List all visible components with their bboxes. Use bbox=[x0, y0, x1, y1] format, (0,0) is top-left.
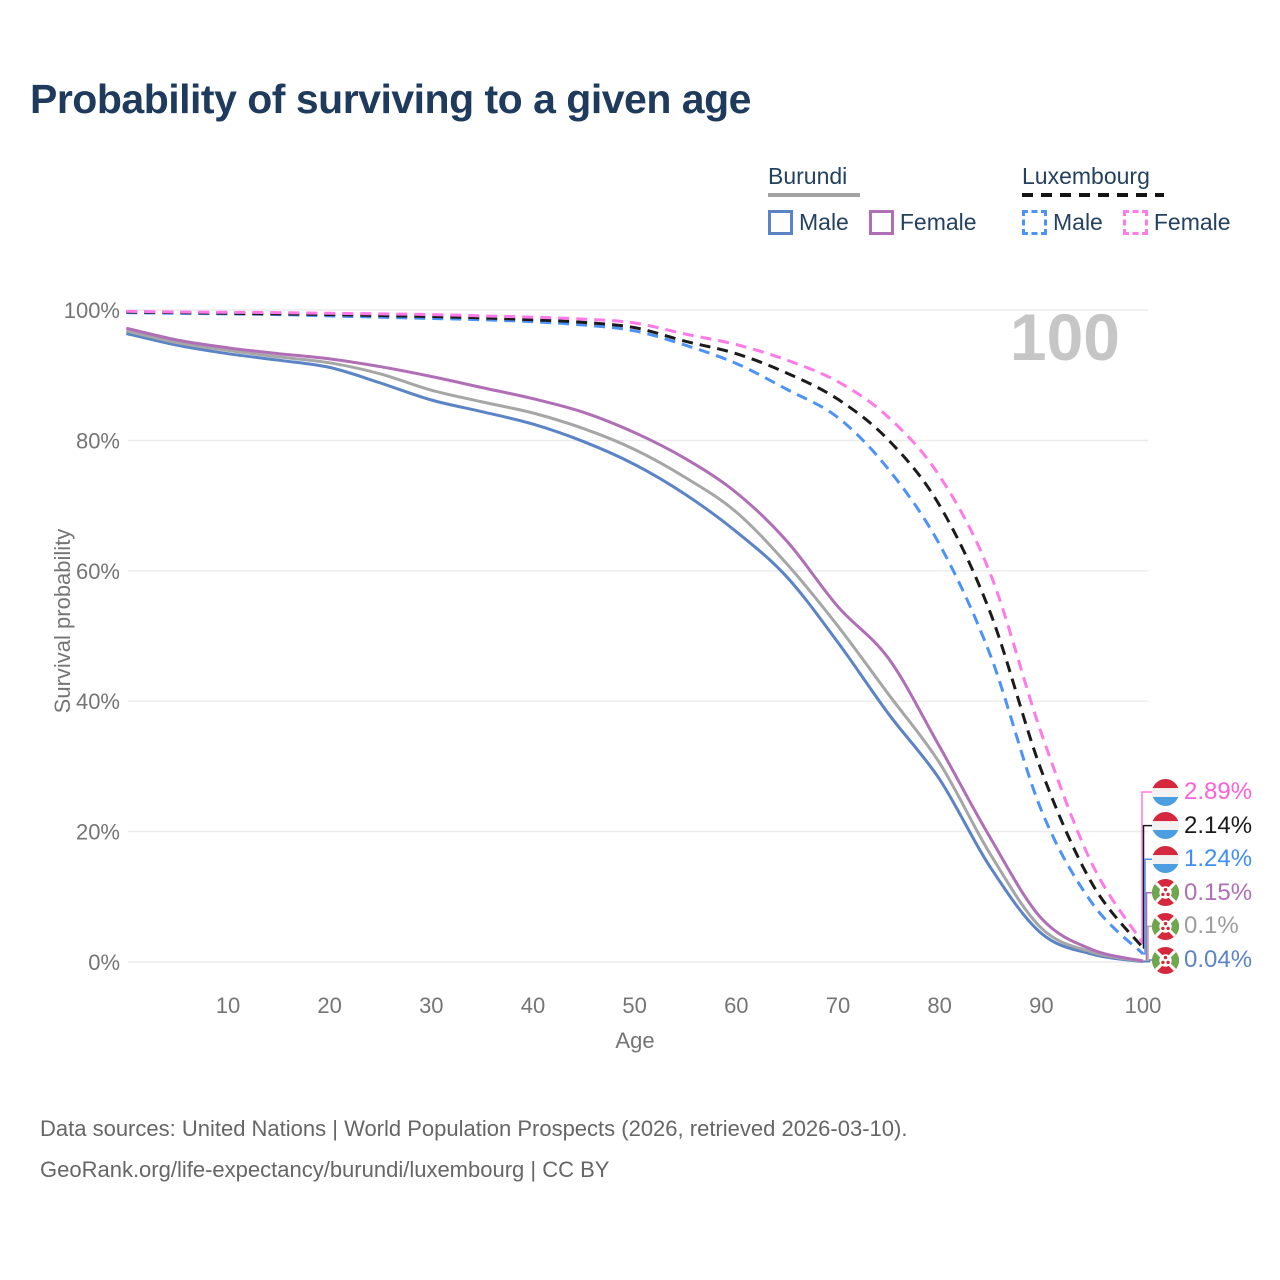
y-tick-label: 100% bbox=[64, 298, 120, 323]
x-tick-label: 60 bbox=[724, 993, 748, 1018]
burundi-flag-icon bbox=[1152, 879, 1179, 907]
series-line-luxembourg-female bbox=[126, 309, 1145, 945]
y-axis-title: Survival probability bbox=[50, 528, 75, 714]
endpoint-label-luxembourg-male: 1.24% bbox=[1152, 845, 1252, 873]
luxembourg-female-swatch-icon bbox=[1122, 210, 1148, 235]
luxembourg-flag-icon bbox=[1152, 778, 1179, 806]
x-tick-label: 50 bbox=[622, 993, 646, 1018]
x-tick-label: 40 bbox=[521, 993, 545, 1018]
endpoint-connector bbox=[1143, 959, 1152, 963]
legend-item-luxembourg-male[interactable]: Male bbox=[1022, 209, 1103, 236]
footer-line-1: Data sources: United Nations | World Pop… bbox=[40, 1116, 908, 1141]
legend-group-luxembourg: Luxembourg Male Female bbox=[1022, 163, 1231, 236]
watermark: 100 bbox=[1010, 300, 1120, 374]
endpoint-connector bbox=[1143, 858, 1152, 955]
legend: Burundi Male Female Luxembourg Male bbox=[0, 163, 1280, 253]
endpoint-value: 2.89% bbox=[1184, 778, 1253, 805]
series-line-burundi-male bbox=[125, 332, 1144, 964]
x-tick-label: 10 bbox=[216, 993, 240, 1018]
y-tick-label: 0% bbox=[88, 950, 120, 975]
endpoint-label-burundi-female: 0.15% bbox=[1152, 879, 1252, 907]
endpoint-label-burundi-male: 0.04% bbox=[1152, 946, 1252, 974]
y-tick-label: 20% bbox=[76, 820, 120, 845]
y-tick-label: 80% bbox=[76, 428, 120, 453]
series-line-burundi-combined bbox=[125, 329, 1144, 963]
burundi-female-swatch-icon bbox=[868, 210, 894, 235]
x-axis-title: Age bbox=[615, 1028, 655, 1053]
endpoint-value: 2.14% bbox=[1184, 811, 1253, 839]
burundi-flag-icon bbox=[1152, 946, 1179, 974]
y-tick-label: 40% bbox=[76, 689, 120, 714]
endpoint-value: 0.04% bbox=[1184, 946, 1253, 973]
legend-country-label-burundi: Burundi bbox=[768, 163, 848, 189]
legend-item-label: Male bbox=[1053, 209, 1103, 235]
y-tick-label: 60% bbox=[76, 559, 120, 584]
legend-group-burundi: Burundi Male Female bbox=[768, 163, 977, 236]
burundi-flag-icon bbox=[1152, 912, 1179, 940]
luxembourg-male-swatch-icon bbox=[1022, 210, 1047, 235]
endpoint-label-luxembourg-female: 2.89% bbox=[1152, 778, 1252, 806]
legend-item-burundi-male[interactable]: Male bbox=[768, 209, 849, 236]
endpoint-label-burundi-combined: 0.1% bbox=[1152, 912, 1239, 940]
legend-item-burundi-female[interactable]: Female bbox=[868, 209, 977, 236]
x-tick-label: 20 bbox=[317, 993, 341, 1018]
x-tick-label: 80 bbox=[927, 993, 951, 1018]
legend-item-label: Female bbox=[899, 209, 977, 235]
series-line-luxembourg-male bbox=[126, 311, 1145, 955]
burundi-male-swatch-icon bbox=[768, 210, 793, 235]
endpoint-value: 1.24% bbox=[1184, 845, 1253, 873]
endpoint-label-luxembourg-combined: 2.14% bbox=[1152, 812, 1252, 840]
legend-underline-luxembourg bbox=[1022, 193, 1164, 197]
legend-item-label: Male bbox=[799, 209, 849, 235]
x-tick-label: 70 bbox=[826, 993, 850, 1018]
page-title: Probability of surviving to a given age bbox=[30, 76, 751, 122]
endpoint-value: 0.1% bbox=[1184, 912, 1239, 940]
legend-underline-burundi bbox=[768, 193, 860, 197]
luxembourg-flag-icon bbox=[1152, 812, 1179, 840]
series-line-burundi-female bbox=[125, 326, 1144, 963]
endpoint-value: 0.15% bbox=[1184, 878, 1253, 906]
endpoint-connector bbox=[1142, 824, 1152, 949]
x-tick-label: 30 bbox=[419, 993, 443, 1018]
legend-item-luxembourg-female[interactable]: Female bbox=[1122, 209, 1231, 236]
legend-item-label: Female bbox=[1153, 209, 1231, 235]
endpoint-connector bbox=[1141, 791, 1152, 944]
luxembourg-flag-icon bbox=[1152, 845, 1179, 873]
x-tick-label: 100 bbox=[1125, 993, 1162, 1018]
legend-country-label-luxembourg: Luxembourg bbox=[1022, 163, 1150, 189]
x-tick-label: 90 bbox=[1029, 993, 1053, 1018]
footer: Data sources: United Nations | World Pop… bbox=[40, 1108, 907, 1190]
footer-line-2: GeoRank.org/life-expectancy/burundi/luxe… bbox=[40, 1157, 610, 1182]
